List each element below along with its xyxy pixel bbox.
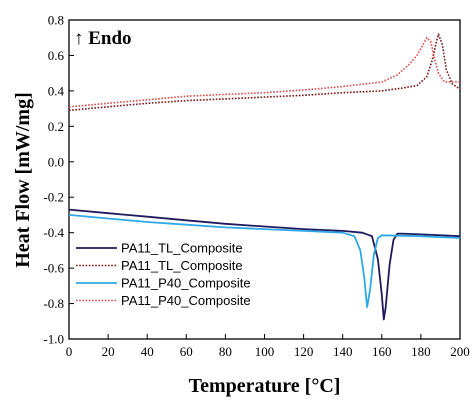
x-tick-label: 0 [66, 344, 73, 359]
series-line-4 [68, 36, 460, 108]
x-tick-label: 160 [372, 344, 392, 359]
x-axis-ticks: 0 20 40 60 80 100 120 140 160 180 200 [66, 334, 470, 359]
y-tick-label: -0.2 [43, 190, 64, 205]
series-lines [68, 33, 461, 321]
x-tick-label: 40 [141, 344, 154, 359]
endo-annotation: ↑ Endo [74, 28, 132, 49]
series-line-3 [68, 214, 461, 308]
x-tick-label: 20 [102, 344, 115, 359]
y-tick-label: 0.4 [48, 83, 65, 98]
legend-label-3: PA11_P40_Composite [121, 276, 251, 291]
y-tick-label: -0.4 [43, 225, 64, 240]
legend-label-1: PA11_TL_Composite [121, 241, 243, 256]
x-tick-label: 140 [333, 344, 353, 359]
x-tick-label: 60 [180, 344, 193, 359]
x-tick-label: 180 [411, 344, 431, 359]
legend-label-2: PA11_TL_Composite [121, 258, 243, 273]
y-axis-ticks: -1.0 -0.8 -0.6 -0.4 -0.2 0.0 0.2 0.4 0.6 0.8 [43, 13, 74, 347]
legend: PA11_TL_Composite PA11_TL_Composite PA11_P… [76, 241, 251, 308]
plot-frame [68, 19, 461, 340]
y-tick-label: -0.8 [43, 296, 64, 311]
series-line-2 [68, 33, 461, 112]
x-tick-label: 200 [450, 344, 470, 359]
y-tick-label: 0.6 [48, 48, 65, 63]
x-tick-label: 120 [294, 344, 314, 359]
x-tick-label: 80 [219, 344, 232, 359]
y-axis-label: Heat Flow [mW/mg] [12, 92, 34, 268]
x-tick-label: 100 [255, 344, 275, 359]
legend-label-4: PA11_P40_Composite [121, 293, 251, 308]
y-tick-label: -0.6 [43, 261, 64, 276]
x-axis-label: Temperature [°C] [189, 375, 341, 397]
y-tick-label: 0.8 [48, 13, 64, 28]
y-tick-label: 0.2 [48, 119, 64, 134]
y-tick-label: -1.0 [43, 332, 64, 347]
y-tick-label: 0.0 [48, 154, 64, 169]
